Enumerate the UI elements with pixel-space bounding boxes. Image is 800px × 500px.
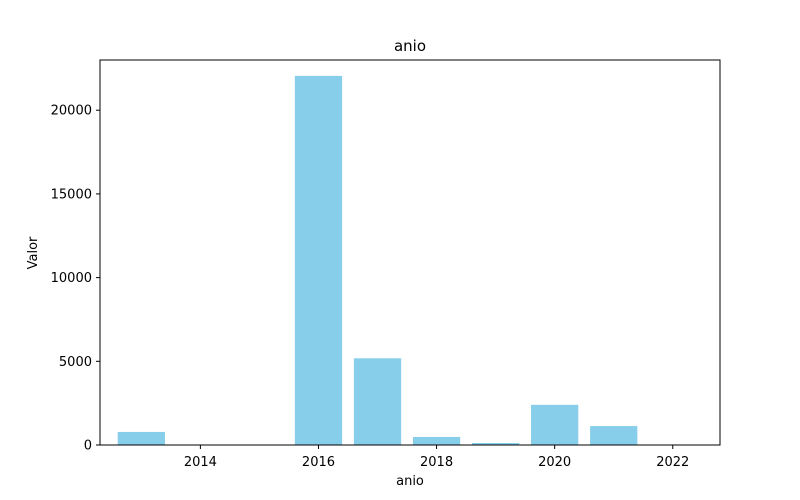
bar-2016 — [294, 75, 343, 446]
chart-title: anio — [394, 37, 426, 55]
y-axis-label: Valor — [26, 236, 41, 269]
plot-frame — [99, 59, 721, 446]
y-tick-label: 10000 — [51, 271, 92, 286]
y-axis-ticks: 0 5000 10000 15000 20000 — [51, 104, 100, 454]
x-tick-label: 2014 — [184, 455, 217, 470]
y-tick-label: 5000 — [59, 355, 92, 370]
bar-2018 — [412, 436, 461, 445]
x-axis-label: anio — [396, 474, 424, 489]
bars-group — [117, 75, 638, 446]
x-tick-label: 2018 — [420, 455, 453, 470]
x-tick-label: 2016 — [302, 455, 335, 470]
x-tick-label: 2022 — [656, 455, 689, 470]
y-tick-label: 0 — [84, 439, 92, 454]
y-tick-label: 20000 — [51, 104, 92, 119]
bar-2020 — [531, 404, 579, 445]
bar-2013 — [117, 431, 165, 445]
x-tick-label: 2020 — [538, 455, 571, 470]
bar-2021 — [590, 426, 638, 445]
x-axis-ticks: 2014 2016 2018 2020 2022 — [184, 445, 689, 470]
bar-2019 — [472, 442, 520, 445]
bar-2017 — [353, 358, 402, 445]
y-tick-label: 15000 — [51, 187, 92, 202]
